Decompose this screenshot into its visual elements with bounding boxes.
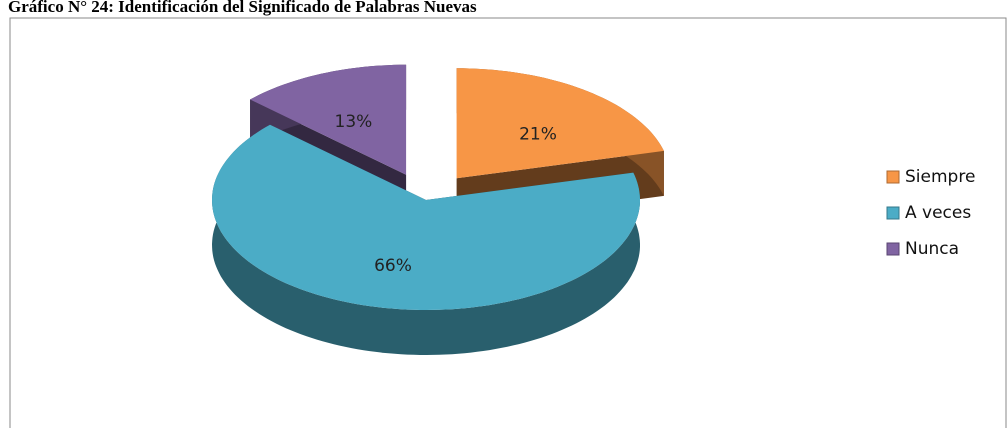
legend-swatch xyxy=(886,170,900,184)
legend-swatch xyxy=(886,206,900,220)
legend-label: Nunca xyxy=(905,239,959,259)
legend-swatch xyxy=(886,242,900,256)
slice xyxy=(250,64,407,175)
slice-side xyxy=(212,124,640,355)
data-label: 13% xyxy=(335,112,373,132)
legend-label: A veces xyxy=(905,203,971,223)
data-label: 66% xyxy=(374,256,412,276)
legend-label: Siempre xyxy=(905,167,975,187)
slice xyxy=(212,124,640,310)
slice xyxy=(456,68,664,179)
data-label: 21% xyxy=(519,124,557,144)
chart-title: Gráfico N° 24: Identificación del Signif… xyxy=(8,0,477,16)
